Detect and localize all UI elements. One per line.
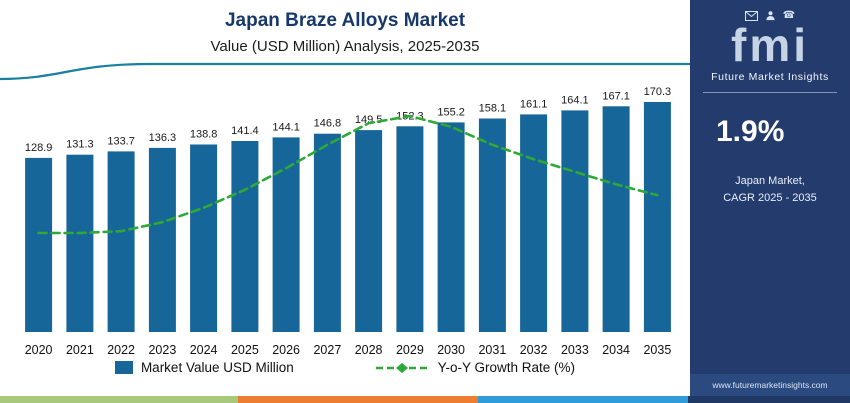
x-axis-label: 2029 (396, 343, 424, 357)
cagr-value: 1.9% (716, 115, 785, 148)
strip-segment-navy (688, 396, 850, 403)
bar-2024 (190, 144, 218, 332)
bar-value-label: 136.3 (149, 132, 177, 144)
bottom-strip (0, 396, 850, 403)
page-subtitle: Value (USD Million) Analysis, 2025-2035 (210, 38, 480, 55)
x-axis-label: 2024 (190, 343, 218, 357)
bar-value-label: 146.8 (314, 118, 342, 130)
x-axis-label: 2031 (478, 343, 506, 357)
x-axis-label: 2027 (313, 343, 341, 357)
bar-2029 (396, 126, 424, 332)
legend-bar-label: Market Value USD Million (140, 360, 294, 375)
bar-2035 (643, 102, 671, 332)
legend-item-market-value: Market Value USD Million (114, 360, 294, 375)
bar-value-label: 161.1 (520, 98, 548, 110)
website-url: www.futuremarketinsights.com (712, 380, 828, 390)
x-axis-label: 2035 (643, 343, 671, 357)
legend-item-growth-rate: Y-o-Y Growth Rate (%) (374, 360, 575, 375)
bar-value-label: 131.3 (66, 139, 94, 151)
cagr-label-line2: CAGR 2025 - 2035 (723, 192, 817, 205)
chart: 128.9 2020 131.3 2021 133.7 2022 136.3 2023 138.… (18, 80, 678, 360)
x-axis-label: 2026 (272, 343, 300, 357)
logo-icons: ☎ (690, 8, 850, 21)
bar-value-label: 144.1 (272, 121, 300, 133)
fmi-logo: ☎ fmi Future Market Insights (690, 0, 850, 84)
dashed-line-icon (375, 362, 428, 373)
bar-value-label: 128.9 (25, 142, 53, 154)
bar-value-label: 138.8 (190, 129, 218, 141)
bar-value-label: 164.1 (561, 94, 589, 106)
mail-icon (744, 11, 758, 21)
x-axis-label: 2032 (520, 343, 548, 357)
legend-line-label: Y-o-Y Growth Rate (%) (437, 360, 576, 375)
brand-name: Future Market Insights (711, 71, 829, 83)
strip-segment-green (0, 396, 238, 403)
legend: Market Value USD Million Y-o-Y Growth Ra… (0, 360, 690, 375)
bar-2034 (602, 106, 630, 332)
header-underline (0, 62, 690, 81)
bar-value-label: 149.5 (355, 114, 383, 126)
bar-value-label: 167.1 (602, 90, 630, 102)
x-axis-label: 2022 (107, 343, 135, 357)
bar-value-label: 170.3 (644, 86, 672, 98)
bar-value-label: 158.1 (479, 103, 507, 115)
bar-value-label: 155.2 (437, 106, 465, 118)
bar-2021 (66, 154, 94, 332)
cagr-label-line1: Japan Market, (735, 175, 805, 187)
website-bar: www.futuremarketinsights.com (690, 374, 850, 396)
person-icon (766, 11, 775, 21)
bar-value-label: 141.4 (231, 125, 259, 137)
bar-2033 (561, 110, 589, 333)
x-axis-label: 2034 (602, 343, 630, 357)
bar-2030 (437, 122, 465, 333)
x-axis-label: 2030 (437, 343, 465, 357)
bar-2028 (355, 130, 383, 332)
chart-svg: 128.9 2020 131.3 2021 133.7 2022 136.3 2023 138.… (25, 86, 672, 357)
bar-value-label: 133.7 (107, 135, 135, 147)
bar-2022 (107, 151, 135, 332)
bar-2032 (520, 114, 548, 333)
x-axis-label: 2023 (148, 343, 176, 357)
phone-icon: ☎ (782, 10, 796, 21)
strip-segment-orange (238, 396, 478, 403)
brand-sidebar: ☎ fmi Future Market Insights 1.9% Japan … (690, 0, 850, 403)
bar-2031 (478, 118, 506, 332)
sidebar-divider (703, 92, 837, 93)
bar-2025 (231, 141, 259, 332)
chart-panel: Japan Braze Alloys Market Value (USD Mil… (0, 10, 690, 375)
bar-swatch-icon (114, 361, 133, 374)
brand-word: fmi (731, 19, 809, 71)
x-axis-label: 2020 (25, 343, 53, 357)
bar-2026 (272, 137, 300, 332)
x-axis-label: 2025 (231, 343, 259, 357)
cagr-label: Japan Market, CAGR 2025 - 2035 (690, 173, 850, 207)
x-axis-label: 2021 (66, 343, 94, 357)
bar-2020 (25, 157, 53, 332)
page-title: Japan Braze Alloys Market (224, 10, 466, 31)
x-axis-label: 2033 (561, 343, 589, 357)
x-axis-label: 2028 (355, 343, 383, 357)
bar-2027 (313, 133, 341, 332)
growth-line (37, 114, 659, 235)
bar-2023 (148, 147, 176, 332)
strip-segment-blue (478, 396, 688, 403)
